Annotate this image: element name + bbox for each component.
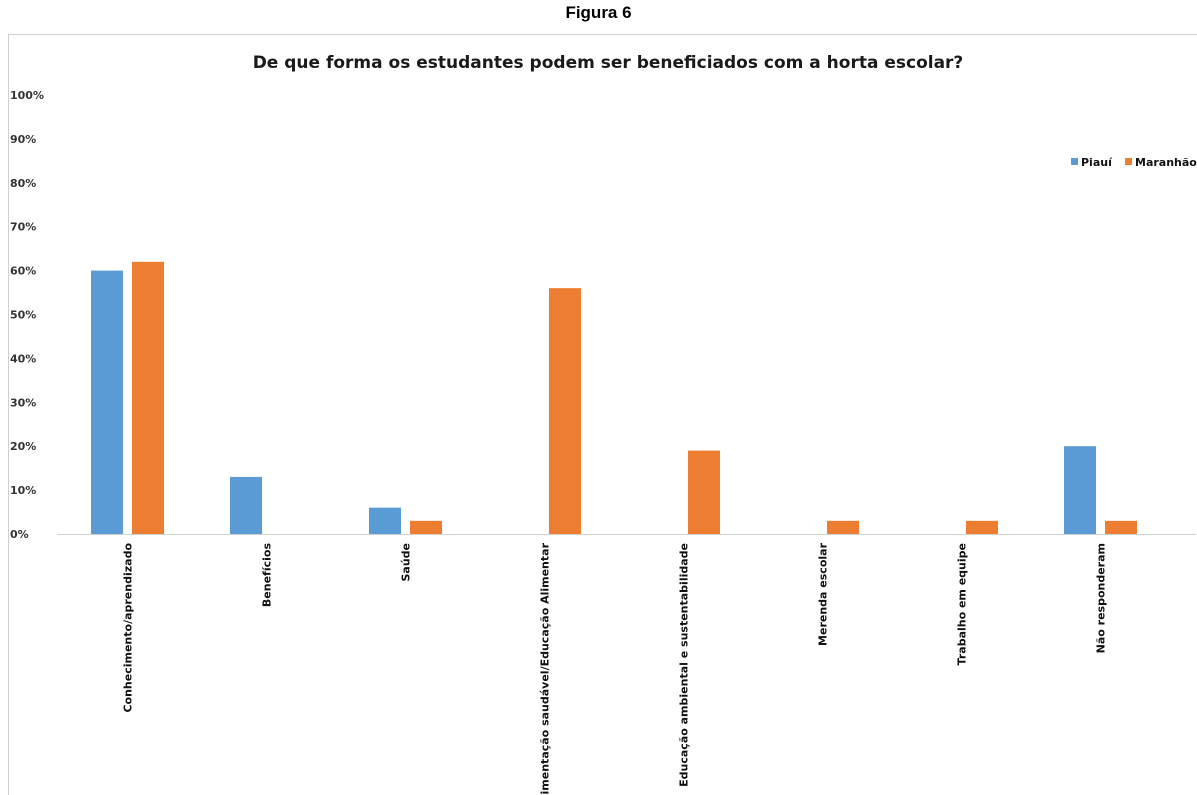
bar-maranhao xyxy=(688,450,720,534)
y-tick-label: 10% xyxy=(10,484,36,497)
figure-caption: Figura 6 xyxy=(565,3,632,22)
bar-maranhao xyxy=(827,520,859,534)
bar-piaui xyxy=(1064,446,1096,534)
legend-label: Piauí xyxy=(1081,156,1113,169)
chart-title: De que forma os estudantes podem ser ben… xyxy=(253,53,964,73)
category-label: Merenda escolar xyxy=(817,542,830,646)
y-axis-ticks: 0% 10% 20% 30% 40% 50% 60% 70% 80% 90% 100% xyxy=(10,89,44,541)
y-tick-label: 100% xyxy=(10,89,44,102)
bar-maranhao xyxy=(132,261,164,534)
y-tick-label: 50% xyxy=(10,309,36,322)
bar-maranhao xyxy=(549,288,581,534)
y-tick-label: 20% xyxy=(10,440,36,453)
category-label: Trabalho em equipe xyxy=(956,543,969,665)
bar-piaui xyxy=(91,270,123,534)
y-tick-label: 0% xyxy=(10,528,29,541)
y-tick-label: 90% xyxy=(10,133,36,146)
bar-maranhao xyxy=(966,520,998,534)
category-label: Benefícios xyxy=(261,543,274,608)
legend-swatch xyxy=(1071,158,1078,165)
legend-label: Maranhão xyxy=(1135,156,1197,169)
bar-maranhao xyxy=(410,520,442,534)
bar-piaui xyxy=(230,476,262,534)
bar-piaui xyxy=(369,507,401,534)
category-labels: Conhecimento/aprendizado Benefícios Saúde A… xyxy=(122,542,1108,795)
legend-swatch xyxy=(1125,158,1132,165)
bars xyxy=(91,261,1137,534)
category-label: Alimentação saudável/Educação Alimentar xyxy=(539,542,552,795)
y-tick-label: 40% xyxy=(10,352,36,365)
y-tick-label: 60% xyxy=(10,265,36,278)
category-label: Saúde xyxy=(400,543,413,582)
y-tick-label: 30% xyxy=(10,396,36,409)
category-label: Educação ambiental e sustentabilidade xyxy=(678,543,691,787)
category-label: Conhecimento/aprendizado xyxy=(122,543,135,713)
y-tick-label: 70% xyxy=(10,221,36,234)
y-tick-label: 80% xyxy=(10,177,36,190)
bar-maranhao xyxy=(1105,520,1137,534)
legend: Piauí Maranhão xyxy=(1071,156,1197,169)
chart-frame xyxy=(8,34,1197,795)
category-label: Não responderam xyxy=(1095,543,1108,653)
